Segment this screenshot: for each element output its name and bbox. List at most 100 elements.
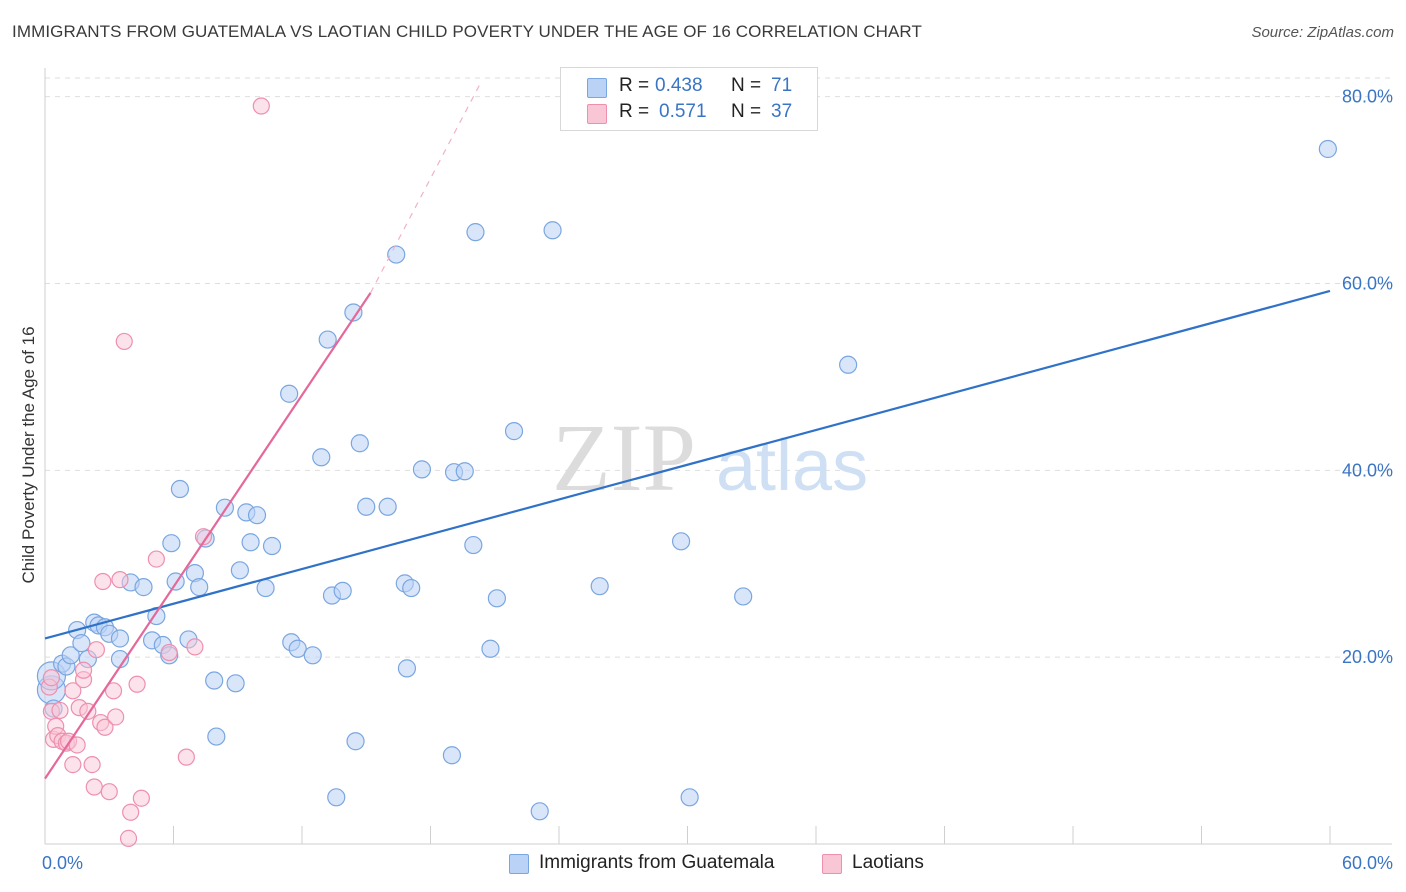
data-point-guatemala [442,746,462,765]
data-point-guatemala [839,355,858,374]
data-point-guatemala [333,581,352,600]
x-tick-label: 0.0% [42,853,83,873]
data-point-laotians [147,550,165,568]
data-point-laotians [87,641,106,659]
legend-r-label: R = [619,101,650,122]
data-point-laotians [128,675,146,693]
data-point-laotians [111,571,129,589]
legend-swatch-blue [587,78,607,98]
data-point-laotians [119,829,138,847]
data-point-guatemala [205,671,224,690]
data-point-guatemala [378,497,397,516]
data-point-guatemala [397,659,417,678]
data-point-laotians [104,682,123,700]
data-point-laotians [51,701,69,720]
legend-n-label: N = [731,75,762,96]
data-point-guatemala [530,802,549,821]
data-point-laotians [83,755,101,774]
data-point-guatemala [387,245,406,264]
data-point-guatemala [247,506,267,525]
data-point-guatemala [487,589,506,608]
tick-labels: 20.0% 40.0% 60.0% 80.0% 0.0% 60.0% [42,87,1393,873]
watermark: ZIP atlas [552,404,868,511]
data-point-guatemala [481,639,500,658]
data-point-laotians [42,669,61,687]
data-point-laotians [68,736,86,754]
data-point-guatemala [226,674,245,693]
data-point-laotians [186,638,204,656]
data-point-laotians [160,643,178,662]
data-point-guatemala [504,422,524,441]
data-point-guatemala [412,460,432,479]
data-point-laotians [100,783,118,801]
data-point-laotians [115,332,133,351]
data-point-guatemala [230,561,249,580]
data-point-guatemala [318,330,337,349]
bottom-legend-label: Immigrants from Guatemala [539,852,775,873]
y-tick-label: 60.0% [1342,274,1393,294]
data-point-laotians [85,778,103,796]
data-point-guatemala [256,578,275,598]
data-point-guatemala [466,223,485,242]
series-laotians-points [40,97,270,847]
data-point-guatemala [327,788,346,807]
data-point-guatemala [402,578,421,598]
data-point-guatemala [190,578,209,597]
data-point-guatemala [543,221,562,240]
trend-line-laotians-extension [370,84,481,294]
bottom-legend-swatch-blue [509,854,529,874]
data-point-guatemala [680,788,699,807]
data-point-guatemala [170,479,190,499]
data-point-guatemala [262,536,282,556]
data-point-laotians [122,803,140,821]
bottom-legend-label: Laotians [852,852,924,873]
data-point-guatemala [280,384,299,403]
chart-title: IMMIGRANTS FROM GUATEMALA VS LAOTIAN CHI… [12,22,922,41]
legend-n-value: 37 [771,101,793,122]
data-point-laotians [132,789,150,807]
y-tick-label: 20.0% [1342,647,1393,667]
watermark-zip: ZIP [552,404,696,511]
data-point-laotians [252,97,270,115]
data-point-guatemala [671,532,691,551]
y-tick-label: 40.0% [1342,460,1393,480]
x-tick-label: 60.0% [1342,853,1393,873]
data-point-guatemala [346,732,365,751]
legend-r-label: R = [619,75,650,96]
data-point-guatemala [734,587,753,606]
data-point-laotians [107,708,125,726]
data-point-guatemala [241,533,260,552]
data-point-guatemala [72,634,91,653]
data-point-laotians [194,528,213,546]
data-point-laotians [74,661,93,679]
data-point-guatemala [357,497,376,516]
data-point-guatemala [162,534,181,553]
legend-r-value: 0.438 [655,75,703,96]
data-point-guatemala [134,578,153,597]
data-point-laotians [64,755,82,774]
data-point-guatemala [350,434,369,453]
trend-line-laotians [44,292,372,780]
legend-r-value: 0.571 [659,101,707,122]
legend-n-value: 71 [771,75,793,96]
watermark-atlas: atlas [716,426,868,506]
data-point-guatemala [590,577,609,596]
data-point-guatemala [61,646,80,665]
data-point-guatemala [1318,139,1337,159]
data-point-laotians [177,748,195,766]
y-tick-label: 80.0% [1342,87,1393,107]
source-credit: Source: ZipAtlas.com [1251,24,1394,41]
legend-swatch-pink [587,104,607,124]
legend-n-label: N = [731,101,762,122]
data-point-laotians [94,572,112,591]
data-point-guatemala [303,646,322,665]
data-point-guatemala [455,462,474,481]
data-point-guatemala [288,639,307,658]
data-point-guatemala [312,448,331,467]
stats-legend: R = 0.438 N = 71 R = 0.571 N = 37 [560,67,818,131]
data-point-guatemala [207,727,226,746]
trend-lines [44,84,1331,780]
data-point-laotians [64,682,82,700]
data-point-guatemala [110,629,130,648]
